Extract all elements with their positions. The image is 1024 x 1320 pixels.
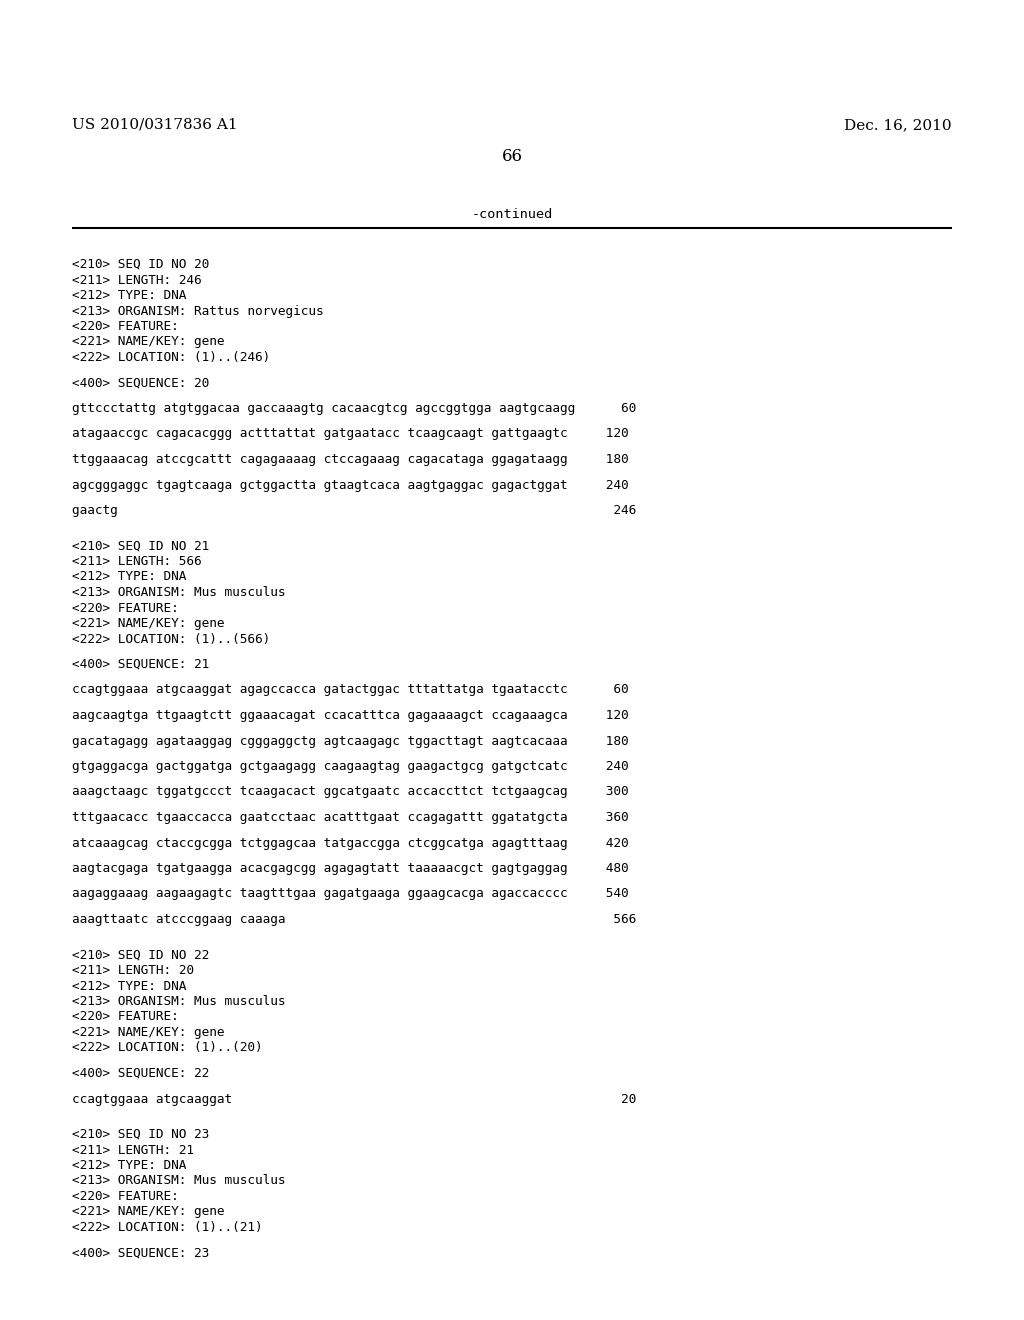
Text: <211> LENGTH: 20: <211> LENGTH: 20 [72, 964, 194, 977]
Text: <211> LENGTH: 246: <211> LENGTH: 246 [72, 273, 202, 286]
Text: <222> LOCATION: (1)..(21): <222> LOCATION: (1)..(21) [72, 1221, 262, 1234]
Text: <213> ORGANISM: Mus musculus: <213> ORGANISM: Mus musculus [72, 1175, 286, 1188]
Text: -continued: -continued [471, 209, 553, 220]
Text: <212> TYPE: DNA: <212> TYPE: DNA [72, 979, 186, 993]
Text: <212> TYPE: DNA: <212> TYPE: DNA [72, 570, 186, 583]
Text: tttgaacacc tgaaccacca gaatcctaac acatttgaat ccagagattt ggatatgcta     360: tttgaacacc tgaaccacca gaatcctaac acatttg… [72, 810, 629, 824]
Text: <213> ORGANISM: Mus musculus: <213> ORGANISM: Mus musculus [72, 995, 286, 1008]
Text: <221> NAME/KEY: gene: <221> NAME/KEY: gene [72, 1026, 224, 1039]
Text: aagtacgaga tgatgaagga acacgagcgg agagagtatt taaaaacgct gagtgaggag     480: aagtacgaga tgatgaagga acacgagcgg agagagt… [72, 862, 629, 875]
Text: agcgggaggc tgagtcaaga gctggactta gtaagtcaca aagtgaggac gagactggat     240: agcgggaggc tgagtcaaga gctggactta gtaagtc… [72, 479, 629, 491]
Text: aagaggaaag aagaagagtc taagtttgaa gagatgaaga ggaagcacga agaccacccc     540: aagaggaaag aagaagagtc taagtttgaa gagatga… [72, 887, 629, 900]
Text: <222> LOCATION: (1)..(566): <222> LOCATION: (1)..(566) [72, 632, 270, 645]
Text: <210> SEQ ID NO 22: <210> SEQ ID NO 22 [72, 949, 209, 961]
Text: <210> SEQ ID NO 21: <210> SEQ ID NO 21 [72, 540, 209, 553]
Text: <400> SEQUENCE: 20: <400> SEQUENCE: 20 [72, 376, 209, 389]
Text: gtgaggacga gactggatga gctgaagagg caagaagtag gaagactgcg gatgctcatc     240: gtgaggacga gactggatga gctgaagagg caagaag… [72, 760, 629, 774]
Text: US 2010/0317836 A1: US 2010/0317836 A1 [72, 117, 238, 132]
Text: ccagtggaaa atgcaaggat agagccacca gatactggac tttattatga tgaatacctc      60: ccagtggaaa atgcaaggat agagccacca gatactg… [72, 684, 629, 697]
Text: <400> SEQUENCE: 21: <400> SEQUENCE: 21 [72, 657, 209, 671]
Text: <212> TYPE: DNA: <212> TYPE: DNA [72, 289, 186, 302]
Text: 66: 66 [502, 148, 522, 165]
Text: atagaaccgc cagacacggg actttattat gatgaatacc tcaagcaagt gattgaagtc     120: atagaaccgc cagacacggg actttattat gatgaat… [72, 428, 629, 441]
Text: aaagctaagc tggatgccct tcaagacact ggcatgaatc accaccttct tctgaagcag     300: aaagctaagc tggatgccct tcaagacact ggcatga… [72, 785, 629, 799]
Text: <400> SEQUENCE: 22: <400> SEQUENCE: 22 [72, 1067, 209, 1080]
Text: gaactg                                                                 246: gaactg 246 [72, 504, 636, 517]
Text: <222> LOCATION: (1)..(246): <222> LOCATION: (1)..(246) [72, 351, 270, 364]
Text: <212> TYPE: DNA: <212> TYPE: DNA [72, 1159, 186, 1172]
Text: <220> FEATURE:: <220> FEATURE: [72, 602, 179, 615]
Text: Dec. 16, 2010: Dec. 16, 2010 [845, 117, 952, 132]
Text: <400> SEQUENCE: 23: <400> SEQUENCE: 23 [72, 1246, 209, 1259]
Text: <210> SEQ ID NO 23: <210> SEQ ID NO 23 [72, 1129, 209, 1140]
Text: atcaaagcag ctaccgcgga tctggagcaa tatgaccgga ctcggcatga agagtttaag     420: atcaaagcag ctaccgcgga tctggagcaa tatgacc… [72, 837, 629, 850]
Text: aaagttaatc atcccggaag caaaga                                           566: aaagttaatc atcccggaag caaaga 566 [72, 913, 636, 927]
Text: <211> LENGTH: 566: <211> LENGTH: 566 [72, 554, 202, 568]
Text: <213> ORGANISM: Rattus norvegicus: <213> ORGANISM: Rattus norvegicus [72, 305, 324, 318]
Text: ccagtggaaa atgcaaggat                                                   20: ccagtggaaa atgcaaggat 20 [72, 1093, 636, 1106]
Text: <211> LENGTH: 21: <211> LENGTH: 21 [72, 1143, 194, 1156]
Text: <220> FEATURE:: <220> FEATURE: [72, 1011, 179, 1023]
Text: aagcaagtga ttgaagtctt ggaaacagat ccacatttca gagaaaagct ccagaaagca     120: aagcaagtga ttgaagtctt ggaaacagat ccacatt… [72, 709, 629, 722]
Text: <213> ORGANISM: Mus musculus: <213> ORGANISM: Mus musculus [72, 586, 286, 599]
Text: <222> LOCATION: (1)..(20): <222> LOCATION: (1)..(20) [72, 1041, 262, 1055]
Text: gttccctattg atgtggacaa gaccaaagtg cacaacgtcg agccggtgga aagtgcaagg      60: gttccctattg atgtggacaa gaccaaagtg cacaac… [72, 403, 636, 414]
Text: <221> NAME/KEY: gene: <221> NAME/KEY: gene [72, 1205, 224, 1218]
Text: <221> NAME/KEY: gene: <221> NAME/KEY: gene [72, 616, 224, 630]
Text: <220> FEATURE:: <220> FEATURE: [72, 319, 179, 333]
Text: <210> SEQ ID NO 20: <210> SEQ ID NO 20 [72, 257, 209, 271]
Text: gacatagagg agataaggag cgggaggctg agtcaagagc tggacttagt aagtcacaaa     180: gacatagagg agataaggag cgggaggctg agtcaag… [72, 734, 629, 747]
Text: <220> FEATURE:: <220> FEATURE: [72, 1191, 179, 1203]
Text: ttggaaacag atccgcattt cagagaaaag ctccagaaag cagacataga ggagataagg     180: ttggaaacag atccgcattt cagagaaaag ctccaga… [72, 453, 629, 466]
Text: <221> NAME/KEY: gene: <221> NAME/KEY: gene [72, 335, 224, 348]
